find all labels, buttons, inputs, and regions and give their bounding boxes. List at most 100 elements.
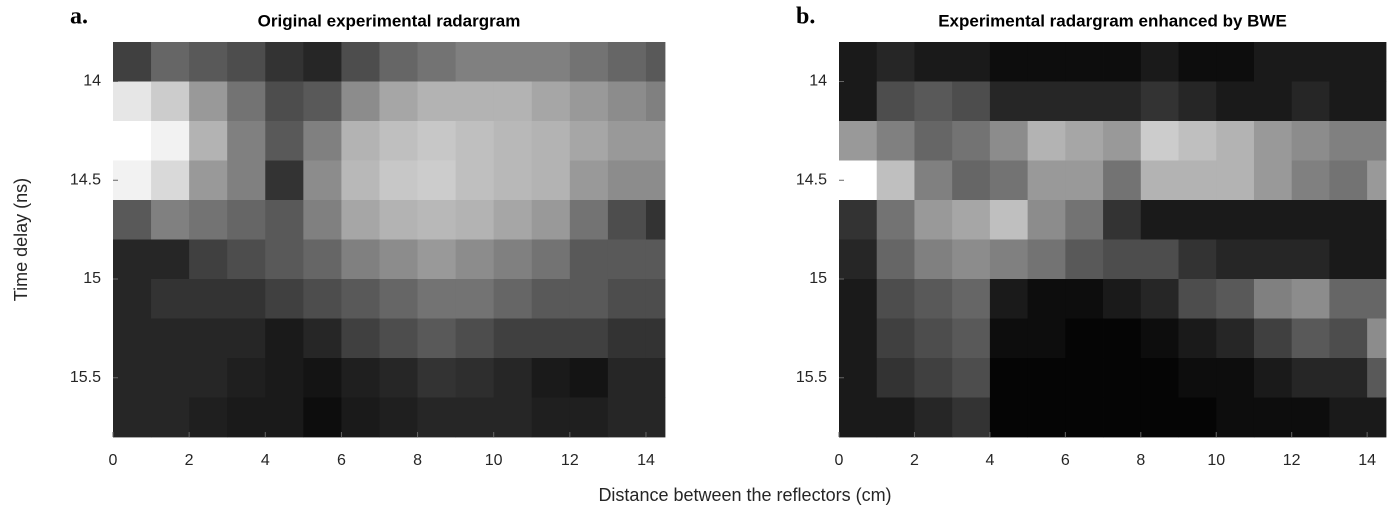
heatmap-cell: [341, 279, 380, 319]
heatmap-cell: [607, 81, 647, 122]
heatmap-cell: [1065, 318, 1104, 359]
heatmap-cell: [1329, 160, 1368, 201]
x-tick-label: 8: [1136, 452, 1145, 469]
heatmap-cell: [531, 81, 571, 122]
heatmap-cell: [914, 121, 953, 161]
heatmap-cell: [989, 279, 1029, 319]
heatmap-cell: [1216, 279, 1255, 319]
heatmap-cell: [493, 160, 533, 201]
heatmap-cell: [1065, 81, 1104, 122]
heatmap-cell: [952, 358, 991, 398]
heatmap-cell: [151, 42, 190, 82]
heatmap-cell: [227, 358, 266, 398]
heatmap-cell: [1065, 358, 1104, 398]
heatmap-cell: [1216, 358, 1255, 398]
heatmap-cell: [455, 121, 495, 161]
heatmap-cell: [1291, 81, 1330, 122]
heatmap-cell: [265, 121, 304, 161]
heatmap-cell: [1329, 42, 1368, 82]
heatmap-cell: [1291, 358, 1330, 398]
x-tick-label: 4: [261, 452, 270, 469]
x-tick-label: 10: [1207, 452, 1225, 469]
heatmap-cell: [876, 200, 915, 240]
heatmap-cell: [1140, 397, 1179, 438]
heatmap-cell: [1367, 81, 1387, 122]
heatmap-cell: [876, 279, 915, 319]
heatmap-cell: [531, 318, 571, 359]
x-tick-label: 14: [1358, 452, 1376, 469]
heatmap-cell: [455, 42, 495, 82]
heatmap-cell: [1027, 358, 1066, 398]
heatmap-cell: [455, 160, 495, 201]
heatmap-cell: [1253, 160, 1293, 201]
heatmap-cell: [839, 200, 878, 240]
heatmap-cell: [989, 397, 1029, 438]
heatmap-cell: [1027, 200, 1066, 240]
heatmap-cell: [1140, 121, 1179, 161]
heatmap-cell: [1065, 279, 1104, 319]
heatmap-cell: [531, 121, 571, 161]
heatmap-cell: [1103, 318, 1142, 359]
heatmap-cell: [952, 121, 991, 161]
heatmap-cell: [227, 239, 266, 280]
heatmap-cell: [151, 200, 190, 240]
heatmap-cell: [265, 81, 304, 122]
heatmap-cell: [227, 160, 266, 201]
y-tick-label: 15: [809, 270, 827, 287]
chart-title: Original experimental radargram: [258, 11, 521, 30]
heatmap-cell: [569, 121, 609, 161]
heatmap-cell: [189, 81, 228, 122]
heatmap-cell: [189, 239, 228, 280]
x-tick-label: 4: [985, 452, 994, 469]
heatmap-cell: [607, 42, 647, 82]
heatmap-cell: [1140, 239, 1179, 280]
heatmap-cell: [227, 42, 266, 82]
heatmap-cell: [1291, 121, 1330, 161]
heatmap-cell: [265, 358, 304, 398]
heatmap-cell: [1065, 200, 1104, 240]
heatmap-cell: [1367, 279, 1387, 319]
heatmap-cell: [607, 397, 647, 438]
heatmap-cell: [952, 42, 991, 82]
heatmap-cell: [839, 160, 878, 201]
heatmap-cell: [876, 318, 915, 359]
heatmap-cell: [303, 318, 342, 359]
heatmap-cell: [914, 318, 953, 359]
heatmap-cell: [1027, 239, 1066, 280]
heatmap-cell: [265, 160, 304, 201]
heatmap-cell: [645, 42, 666, 82]
heatmap-cell: [227, 318, 266, 359]
y-tick-label: 15.5: [796, 369, 827, 386]
heatmap-cell: [303, 358, 342, 398]
heatmap-cell: [1216, 81, 1255, 122]
heatmap-cell: [379, 358, 418, 398]
x-tick-label: 14: [637, 452, 655, 469]
heatmap-cell: [455, 279, 495, 319]
heatmap-cell: [455, 200, 495, 240]
heatmap-cell: [265, 318, 304, 359]
heatmap-cell: [113, 160, 152, 201]
heatmap-cell: [417, 239, 457, 280]
heatmap-cell: [341, 397, 380, 438]
heatmap-cell: [417, 318, 457, 359]
heatmap-cell: [1103, 279, 1142, 319]
heatmap-cell: [189, 279, 228, 319]
heatmap-cell: [227, 397, 266, 438]
heatmap-cell: [1178, 121, 1217, 161]
heatmap-cell: [189, 200, 228, 240]
heatmap-cell: [1065, 121, 1104, 161]
heatmap: [113, 42, 666, 438]
x-tick-label: 6: [337, 452, 346, 469]
heatmap-cell: [1329, 279, 1368, 319]
heatmap-cell: [569, 318, 609, 359]
heatmap-cell: [417, 160, 457, 201]
heatmap-cell: [455, 318, 495, 359]
heatmap-cell: [607, 160, 647, 201]
heatmap: [839, 42, 1387, 438]
heatmap-cell: [379, 200, 418, 240]
x-tick-label: 6: [1061, 452, 1070, 469]
heatmap-cell: [303, 279, 342, 319]
y-tick-label: 14.5: [796, 171, 827, 188]
heatmap-cell: [1291, 318, 1330, 359]
